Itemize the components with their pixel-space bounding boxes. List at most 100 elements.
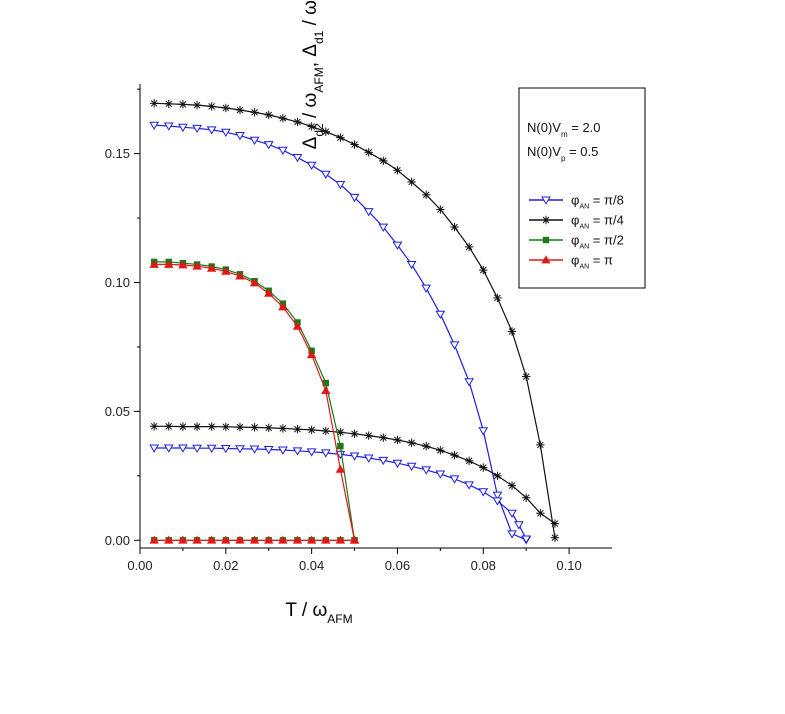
data-point	[149, 121, 160, 131]
data-point	[464, 456, 474, 466]
data-point	[436, 205, 445, 214]
data-point	[321, 535, 331, 544]
data-point	[192, 422, 202, 431]
data-point	[336, 428, 345, 437]
data-point	[336, 133, 345, 142]
data-point	[349, 452, 360, 461]
y-tick-label: 0.00	[105, 533, 130, 548]
data-point	[421, 284, 432, 293]
series-2	[149, 99, 560, 542]
data-point	[306, 350, 317, 359]
data-point	[521, 535, 532, 544]
data-point	[422, 190, 431, 200]
data-point	[479, 265, 488, 275]
data-point	[220, 444, 231, 454]
data-point	[407, 438, 416, 448]
data-point	[278, 446, 288, 455]
data-point	[178, 444, 188, 453]
data-point	[164, 422, 173, 431]
legend-item: φAN = π/2	[529, 233, 624, 250]
data-point	[450, 222, 459, 232]
data-point	[206, 126, 217, 135]
data-point	[235, 271, 245, 280]
data-point	[149, 444, 160, 453]
data-point	[307, 122, 316, 131]
legend-box	[518, 87, 646, 289]
data-point	[321, 426, 330, 436]
series-line	[154, 447, 527, 540]
data-point	[492, 497, 503, 506]
data-point	[292, 535, 303, 544]
data-point	[321, 127, 330, 136]
data-point	[378, 223, 389, 232]
data-point	[278, 146, 288, 156]
data-point	[306, 448, 317, 457]
data-point	[278, 302, 288, 311]
data-point	[221, 535, 231, 544]
data-point	[263, 141, 274, 150]
data-point	[536, 509, 545, 518]
data-point	[493, 471, 502, 481]
data-point	[349, 535, 360, 544]
legend-item: φAN = π/8	[529, 193, 624, 211]
data-point	[479, 463, 488, 472]
x-tick-label: 0.08	[471, 558, 496, 573]
data-point	[464, 242, 474, 252]
data-point	[363, 208, 374, 217]
data-point	[293, 117, 302, 127]
data-point	[249, 136, 260, 145]
data-point	[206, 444, 217, 454]
data-point	[322, 379, 329, 387]
legend-label: φAN = π/8	[571, 193, 624, 211]
data-point	[364, 148, 373, 157]
data-point	[249, 445, 260, 454]
data-point	[379, 156, 388, 166]
data-point	[350, 140, 359, 149]
y-axis-title: Δd2 / ωAFM, Δd1 / ωAFM	[300, 0, 326, 149]
data-point	[514, 521, 524, 530]
data-point	[278, 424, 288, 433]
x-tick-label: 0.04	[299, 558, 324, 573]
data-point	[507, 327, 517, 336]
data-point	[450, 451, 459, 460]
x-tick-label: 0.00	[127, 558, 152, 573]
y-tick-label: 0.15	[105, 146, 130, 161]
data-point	[550, 519, 560, 528]
data-point	[250, 108, 259, 117]
data-point	[263, 446, 274, 455]
data-point	[249, 535, 260, 544]
data-point	[435, 470, 446, 479]
data-point	[264, 423, 273, 433]
data-point	[164, 99, 173, 109]
data-point	[493, 293, 502, 303]
legend-label: φAN = π/4	[571, 213, 624, 231]
legend-param: N(0)Vm = 2.0	[527, 120, 601, 139]
data-point	[464, 378, 474, 387]
legend: N(0)Vm = 2.0 N(0)Vp = 0.5 φAN = π/8 φAN = π…	[518, 87, 646, 289]
x-tick-label: 0.02	[213, 558, 238, 573]
data-point	[335, 181, 346, 190]
legend-swatch-marker	[542, 236, 550, 244]
data-point	[478, 427, 489, 436]
data-point	[149, 259, 159, 268]
data-point	[392, 241, 403, 250]
data-point	[178, 260, 188, 269]
data-point	[192, 100, 202, 110]
data-point	[221, 266, 231, 275]
data-point	[320, 449, 331, 458]
data-point	[149, 422, 159, 431]
data-point	[507, 509, 517, 518]
data-point	[307, 425, 316, 435]
y-tick-label: 0.05	[105, 404, 130, 419]
data-point	[379, 433, 388, 442]
data-point	[178, 535, 188, 544]
data-point	[163, 444, 174, 453]
data-point	[207, 422, 216, 431]
data-point	[178, 123, 188, 133]
data-point	[235, 445, 245, 454]
data-point	[292, 321, 303, 330]
data-point	[206, 263, 217, 272]
data-point	[235, 105, 245, 115]
data-point	[536, 440, 545, 450]
